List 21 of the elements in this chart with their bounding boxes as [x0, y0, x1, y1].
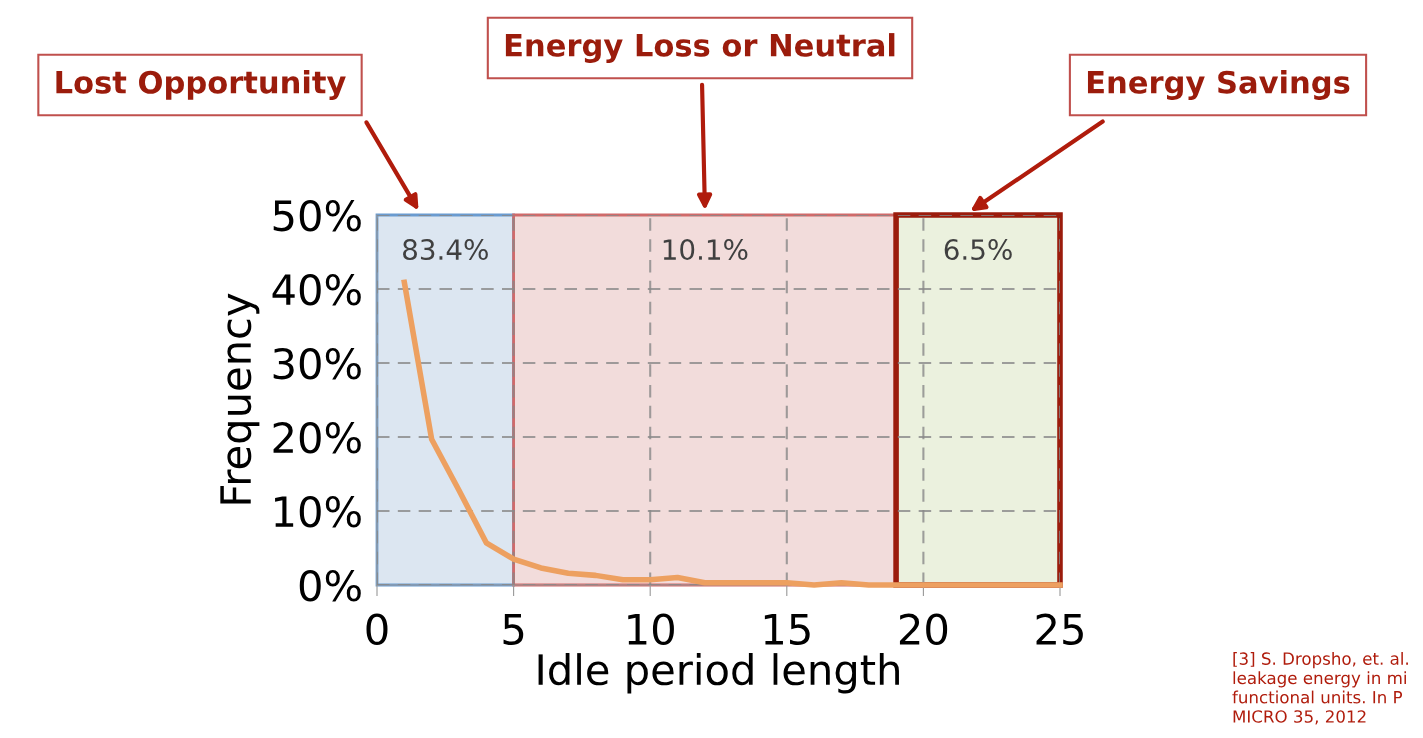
x-axis-title: Idle period length [538, 653, 899, 694]
x-tick-label: 10 [628, 613, 674, 646]
y-tick-label: 0% [299, 569, 361, 602]
y-tick-label: 10% [275, 495, 361, 528]
band-label: 83.4% [403, 239, 488, 261]
band-label: 6.5% [944, 239, 1012, 261]
y-tick-label: 20% [273, 421, 361, 454]
text: [3] S. Dropsho, et. al. leakage energy in mi functional units. In P MICRO 35, 2012 [1232, 652, 1408, 725]
x-tick-label: 15 [764, 614, 810, 646]
x-tick-label: 20 [899, 613, 948, 646]
text: Lost Opportunity [56, 70, 346, 100]
text: Energy Savings [1087, 70, 1350, 100]
x-tick-label: 25 [1036, 613, 1083, 646]
band-label: 10.1% [663, 239, 748, 261]
x-tick-label: 0 [366, 613, 388, 646]
y-tick-label: 50% [273, 199, 361, 232]
y-axis-title: Frequency [220, 293, 260, 504]
y-tick-label: 40% [272, 273, 361, 306]
x-tick-label: 5 [503, 614, 524, 646]
y-tick-label: 30% [273, 347, 361, 380]
text: Energy Loss or Neutral [505, 33, 895, 63]
